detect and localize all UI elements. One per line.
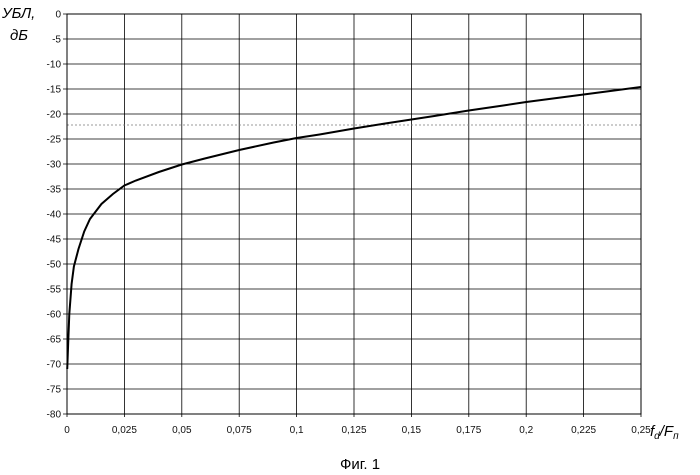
y-tick-label: -55: [47, 285, 62, 296]
x-tick-label: 0,025: [112, 425, 137, 436]
y-tick-label: -5: [52, 35, 61, 46]
y-axis-title-line1: УБЛ,: [1, 5, 35, 22]
y-tick-label: -35: [47, 185, 62, 196]
y-tick-label: -10: [47, 60, 62, 71]
x-tick-label: 0,15: [402, 425, 422, 436]
x-tick-label: 0,125: [341, 425, 366, 436]
y-tick-label: -45: [47, 235, 62, 246]
y-tick-label: -40: [47, 210, 62, 221]
x-tick-label: 0: [64, 425, 70, 436]
y-tick-label: -15: [47, 85, 62, 96]
x-tick-label: 0,05: [172, 425, 192, 436]
x-tick-label: 0,25: [631, 425, 651, 436]
y-tick-label: -50: [47, 260, 62, 271]
y-tick-label: -70: [47, 360, 62, 371]
y-tick-label: 0: [55, 10, 61, 21]
x-tick-label: 0,1: [290, 425, 304, 436]
y-tick-label: -80: [47, 410, 62, 421]
y-tick-label: -60: [47, 310, 62, 321]
y-axis-title-line2: дБ: [10, 27, 28, 44]
x-tick-label: 0,175: [456, 425, 481, 436]
x-axis-title-mid: /F: [659, 423, 674, 440]
y-tick-label: -75: [47, 385, 62, 396]
y-tick-label: -65: [47, 335, 62, 346]
x-tick-label: 0,075: [227, 425, 252, 436]
x-tick-label: 0,2: [519, 425, 533, 436]
y-tick-label: -20: [47, 110, 62, 121]
y-tick-label: -30: [47, 160, 62, 171]
y-tick-label: -25: [47, 135, 62, 146]
x-axis-title-sub2: п: [673, 431, 679, 442]
x-tick-label: 0,225: [571, 425, 596, 436]
figure-caption: Фиг. 1: [340, 456, 380, 473]
